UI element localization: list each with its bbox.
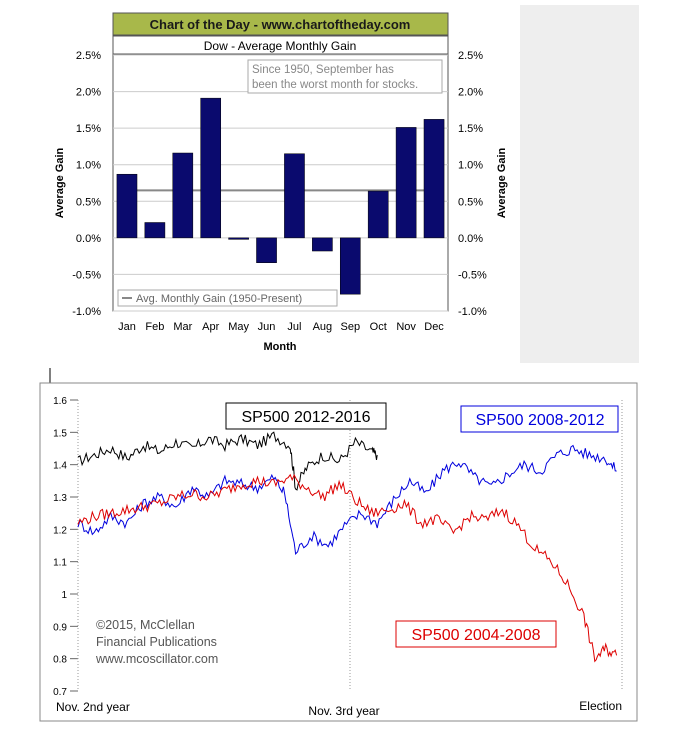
x-tick-dec: Dec — [424, 321, 444, 333]
x-axis-label: Month — [264, 341, 297, 353]
y-tick-right: 0.0% — [458, 233, 483, 245]
gridlines — [70, 399, 623, 692]
annotation-line-2: been the worst month for stocks. — [252, 79, 418, 91]
x-tick-oct: Oct — [370, 321, 387, 333]
x-tick-nov: Nov — [396, 321, 416, 333]
series-label-2012-2016: SP500 2012-2016 — [242, 409, 371, 426]
credit-line-2: Financial Publications — [96, 635, 217, 649]
y-tick-left: -0.5% — [72, 269, 101, 281]
bar-mar — [172, 152, 194, 239]
label-box-2004-2008 — [395, 620, 557, 648]
y-tick-label: 1.1 — [53, 558, 67, 569]
banner-box — [112, 12, 449, 36]
dow-monthly-gain-chart: Chart of the Day - www.chartoftheday.com… — [0, 0, 683, 365]
annotation-line-1: Since 1950, September has — [252, 64, 394, 76]
y-tick-label: 1.2 — [53, 525, 67, 536]
series-line-sp500-2008-2012 — [77, 444, 617, 555]
dow-chart-svg: Chart of the Day - www.chartoftheday.com… — [40, 5, 520, 362]
y-tick-right: 2.0% — [458, 87, 483, 99]
y-tick-label: 0.7 — [53, 687, 67, 698]
y-tick-left: 1.5% — [76, 123, 101, 135]
series-line-sp500-2012-2016 — [77, 431, 378, 491]
y-tick-left: 1.0% — [76, 160, 101, 172]
y-axis-label-right: Average Gain — [496, 147, 508, 218]
y-tick-left: 2.0% — [76, 87, 101, 99]
y-tick-labels-left: 2.5% 2.0% 1.5% 1.0% 0.5% 0.0% -0.5% -1.0% — [72, 50, 101, 318]
bar-jul — [284, 153, 305, 239]
y-tick-labels-right: 2.5% 2.0% 1.5% 1.0% 0.5% 0.0% -0.5% -1.0% — [458, 50, 487, 318]
sp500-comparison-chart: 0.7 0.8 0.9 1 1.1 1.2 1.3 1.4 1.5 1.6 SP500 2012-… — [39, 368, 638, 722]
y-tick-right: 1.5% — [458, 123, 483, 135]
bar-sep — [339, 237, 361, 295]
x-tick-apr: Apr — [202, 321, 219, 333]
y-tick-label: 1.5 — [53, 428, 67, 439]
credit-line-1: ©2015, McClellan — [96, 618, 195, 632]
y-tick-right: 2.5% — [458, 50, 483, 62]
x-tick-jan: Jan — [118, 321, 136, 333]
x-label-election: Election — [579, 699, 622, 713]
x-tick-labels: Jan Feb Mar Apr May Jun Jul Aug Sep Oct Nov Dec — [118, 321, 444, 333]
y-tick-label: 0.9 — [53, 622, 67, 633]
y-tick-right: 0.5% — [458, 196, 483, 208]
legend-box — [117, 289, 338, 307]
bar-jun — [256, 237, 277, 263]
series-line-sp500-2004-2008 — [77, 473, 618, 663]
chart-title: Dow - Average Monthly Gain — [204, 39, 357, 53]
y-tick-left: 0.5% — [76, 196, 101, 208]
y-tick-labels: 0.7 0.8 0.9 1 1.1 1.2 1.3 1.4 1.5 1.6 — [53, 396, 67, 698]
title-box — [112, 35, 449, 55]
x-tick-jul: Jul — [287, 321, 301, 333]
y-tick-label: 0.8 — [53, 655, 67, 666]
series-lines — [77, 431, 618, 663]
bar-nov — [395, 127, 417, 239]
y-tick-left: -1.0% — [72, 306, 101, 318]
y-tick-right: 1.0% — [458, 160, 483, 172]
banner-text: Chart of the Day - www.chartoftheday.com — [150, 17, 411, 32]
bar-apr — [200, 97, 222, 239]
bar-feb — [144, 222, 166, 239]
x-label-nov-2nd-year: Nov. 2nd year — [56, 700, 130, 714]
y-tick-label: 1 — [61, 590, 67, 601]
label-box-2008-2012 — [460, 405, 619, 433]
x-tick-may: May — [228, 321, 249, 333]
bar-oct — [367, 190, 389, 239]
y-tick-label: 1.6 — [53, 396, 67, 407]
series-label-2008-2012: SP500 2008-2012 — [476, 412, 605, 429]
bar-jan — [116, 173, 138, 239]
bars — [116, 97, 445, 295]
y-tick-left: 0.0% — [76, 233, 101, 245]
annotation-box — [247, 59, 443, 94]
y-tick-left: 2.5% — [76, 50, 101, 62]
plot-frame — [112, 54, 449, 312]
legend-label: Avg. Monthly Gain (1950-Present) — [136, 293, 302, 305]
x-tick-mar: Mar — [173, 321, 192, 333]
bar-may — [228, 237, 249, 240]
chart-outer-frame — [39, 382, 638, 722]
x-tick-jun: Jun — [258, 321, 276, 333]
y-tick-right: -0.5% — [458, 269, 487, 281]
x-tick-feb: Feb — [145, 321, 164, 333]
bar-dec — [423, 119, 445, 239]
series-label-2004-2008: SP500 2004-2008 — [412, 627, 541, 644]
label-box-2012-2016 — [225, 402, 387, 430]
side-panel — [520, 5, 639, 363]
y-tick-label: 1.4 — [53, 461, 67, 472]
y-tick-label: 1.3 — [53, 493, 67, 504]
bar-aug — [312, 237, 333, 252]
x-label-nov-3rd-year: Nov. 3rd year — [308, 704, 379, 718]
y-axis-label-left: Average Gain — [54, 147, 66, 218]
x-tick-aug: Aug — [313, 321, 333, 333]
credit-line-3: www.mcoscillator.com — [95, 652, 218, 666]
y-tick-right: -1.0% — [458, 306, 487, 318]
x-tick-sep: Sep — [341, 321, 361, 333]
